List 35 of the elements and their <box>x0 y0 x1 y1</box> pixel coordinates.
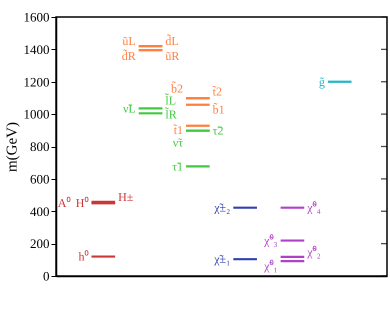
y-axis-title: m(GeV) <box>4 122 20 172</box>
series-label: H⁰ <box>76 196 88 210</box>
series-label: χ̃±₂ <box>213 200 230 215</box>
series-label: d̃L <box>165 33 179 48</box>
series-label: χ̃⁰₃ <box>263 234 278 248</box>
series-label: ũL <box>122 34 136 48</box>
series-label: τ̃2 <box>212 124 224 138</box>
y-tick-label: 1000 <box>24 106 50 122</box>
y-tick-label: 1400 <box>24 42 50 57</box>
series-label: t̃2 <box>212 84 222 98</box>
series-label: ν̃τ <box>172 136 184 150</box>
series-label: H± <box>118 190 134 204</box>
series-label: χ̃±₁ <box>213 252 230 266</box>
series-label: t̃1 <box>173 122 184 137</box>
series-label: χ̃⁰₁ <box>263 259 278 274</box>
series-label: g̃ <box>318 74 325 89</box>
y-tick-label: 200 <box>30 236 50 252</box>
y-tick-label: 0 <box>43 268 50 284</box>
series-label: l̃R <box>164 106 177 122</box>
series-label: τ̃1 <box>172 159 184 174</box>
y-tick-label: 1200 <box>24 74 50 90</box>
series-label: d̃R <box>122 48 136 64</box>
series-label: h⁰ <box>78 250 88 264</box>
series-label: χ̃⁰₂ <box>306 244 321 259</box>
y-tick-label: 400 <box>30 204 50 219</box>
series-label: A⁰ <box>58 196 70 210</box>
series-label: ũR <box>165 49 180 64</box>
series-label: b̃2 <box>171 80 184 96</box>
series-label: ν̃L <box>122 101 136 116</box>
y-tick-label: 1600 <box>24 10 50 24</box>
series-label: b̃1 <box>212 102 225 117</box>
series-label: χ̃⁰₄ <box>306 200 321 215</box>
y-tick-label: 800 <box>30 139 50 154</box>
y-tick-label: 600 <box>30 171 50 186</box>
series-label: l̃L <box>164 92 176 108</box>
